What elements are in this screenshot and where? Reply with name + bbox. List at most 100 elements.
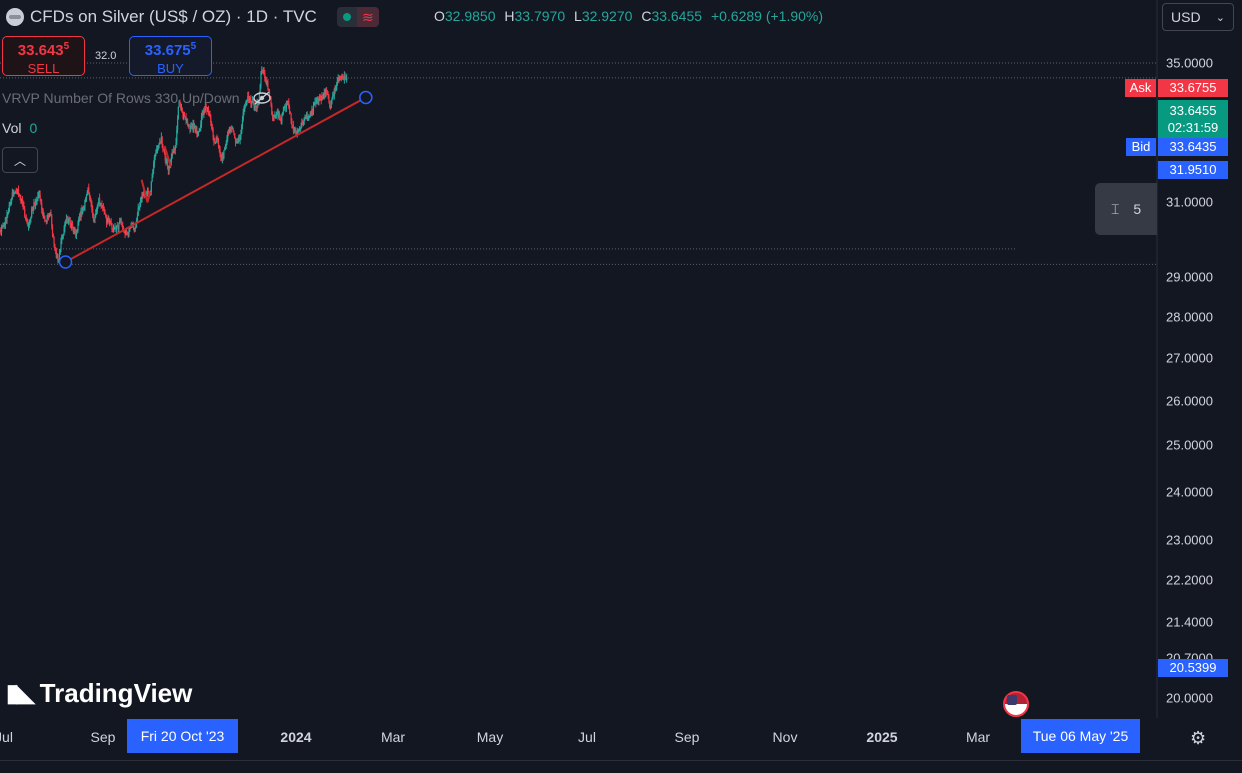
candle-down xyxy=(111,223,113,230)
vrvp-indicator-legend[interactable]: VRVP Number Of Rows 330 Up/Down xyxy=(2,90,272,106)
x-tick-label: 2024 xyxy=(280,729,312,745)
candle-down xyxy=(288,106,291,112)
candle-up xyxy=(215,138,217,143)
candle-up xyxy=(305,114,308,118)
candle-down xyxy=(45,221,47,223)
candle-up xyxy=(304,117,306,119)
currency-select[interactable]: USD ⌄ xyxy=(1162,3,1234,31)
candle-down xyxy=(273,117,275,119)
candle-up xyxy=(98,197,100,203)
candle-down xyxy=(104,210,106,214)
candle-down xyxy=(235,142,237,144)
spread-value: 32.0 xyxy=(95,50,117,62)
close-label: C xyxy=(641,8,652,24)
candle-up xyxy=(136,215,139,220)
candle-up xyxy=(318,100,320,103)
candle-up xyxy=(337,78,339,80)
candle-down xyxy=(71,223,74,227)
candle-down xyxy=(41,202,43,210)
candle-down xyxy=(213,137,215,142)
candle-down xyxy=(290,112,292,121)
candle-down xyxy=(250,99,252,104)
candle-up xyxy=(197,132,199,134)
eye-off-icon[interactable] xyxy=(252,91,272,105)
candle-down xyxy=(88,187,90,194)
low-value: 32.9270 xyxy=(581,8,633,24)
candle-down xyxy=(21,199,23,205)
candle-up xyxy=(298,128,300,132)
candle-down xyxy=(302,122,304,125)
candle-up xyxy=(38,194,40,197)
candle-up xyxy=(229,128,231,131)
x-tick-label: Mar xyxy=(965,729,991,745)
candle-up xyxy=(166,160,168,164)
plot-area[interactable] xyxy=(0,0,1157,718)
candle-up xyxy=(21,199,23,201)
sell-label: SELL xyxy=(27,61,60,76)
candle-up xyxy=(146,193,148,195)
candle-up xyxy=(201,113,203,117)
candle-up xyxy=(241,119,244,126)
y-tick-label: 31.0000 xyxy=(1166,194,1213,210)
trendline-end-handle xyxy=(359,90,373,105)
x-tick-label: Nov xyxy=(772,729,798,745)
candle-down xyxy=(74,229,76,232)
candle-up xyxy=(37,196,39,200)
candle-up xyxy=(157,145,159,149)
candle-up xyxy=(34,201,37,206)
volume-legend[interactable]: Vol 0 xyxy=(2,120,37,136)
chart-settings-gear-icon[interactable]: ⚙ xyxy=(1190,728,1207,748)
candle-down xyxy=(257,103,259,105)
candle-down xyxy=(105,216,108,224)
candle-up xyxy=(174,147,176,150)
y-tick-label: 20.0000 xyxy=(1166,690,1213,706)
candle-up xyxy=(109,219,111,223)
candle-up xyxy=(119,220,121,224)
open-label: O xyxy=(434,8,445,24)
symbol-title[interactable]: CFDs on Silver (US$ / OZ) · 1D · TVC xyxy=(30,7,317,26)
candle-up xyxy=(316,96,318,101)
candle-down xyxy=(163,149,166,153)
candle-down xyxy=(306,114,308,120)
candle-up xyxy=(343,75,345,80)
candle-up xyxy=(177,106,179,119)
candle-down xyxy=(50,212,52,216)
candle-down xyxy=(288,100,290,107)
volume-label: Vol xyxy=(2,120,22,136)
candle-down xyxy=(126,230,128,232)
candle-down xyxy=(166,160,169,169)
candle-down xyxy=(54,247,57,251)
candle-down xyxy=(280,120,282,123)
candle-down xyxy=(19,195,21,199)
buy-button[interactable]: 33.6755 BUY xyxy=(129,36,212,76)
candle-up xyxy=(224,148,226,151)
market-status[interactable]: ≋ xyxy=(336,7,379,27)
last-price: 33.6455 xyxy=(1169,103,1217,118)
candle-down xyxy=(22,204,24,206)
sell-button[interactable]: 33.6435 SELL xyxy=(2,36,85,76)
tradingview-logo[interactable]: ▮◣ TradingView xyxy=(6,678,192,709)
candle-up xyxy=(139,205,141,207)
candle-down xyxy=(310,111,312,116)
y-tick-label: 23.0000 xyxy=(1166,532,1213,548)
candle-down xyxy=(210,116,212,123)
candle-down xyxy=(249,99,251,101)
bottom-toolbar[interactable] xyxy=(0,760,1242,773)
symbol-header[interactable]: CFDs on Silver (US$ / OZ) · 1D · TVC ≋ xyxy=(6,5,379,29)
candle-down xyxy=(277,112,279,118)
candle-down xyxy=(312,109,314,112)
candle-down xyxy=(340,77,342,79)
candle-down xyxy=(218,146,220,150)
candle-down xyxy=(181,108,183,113)
collapse-legend-button[interactable]: ︿ xyxy=(2,147,38,173)
candle-up xyxy=(118,223,120,229)
candle-down xyxy=(15,190,17,192)
candle-down xyxy=(44,220,47,222)
candle-down xyxy=(191,126,193,129)
us-flag-event-icon[interactable] xyxy=(1003,691,1029,717)
candle-up xyxy=(158,144,160,146)
candle-down xyxy=(103,209,105,211)
candle-down xyxy=(24,208,26,216)
candle-down xyxy=(68,219,71,221)
